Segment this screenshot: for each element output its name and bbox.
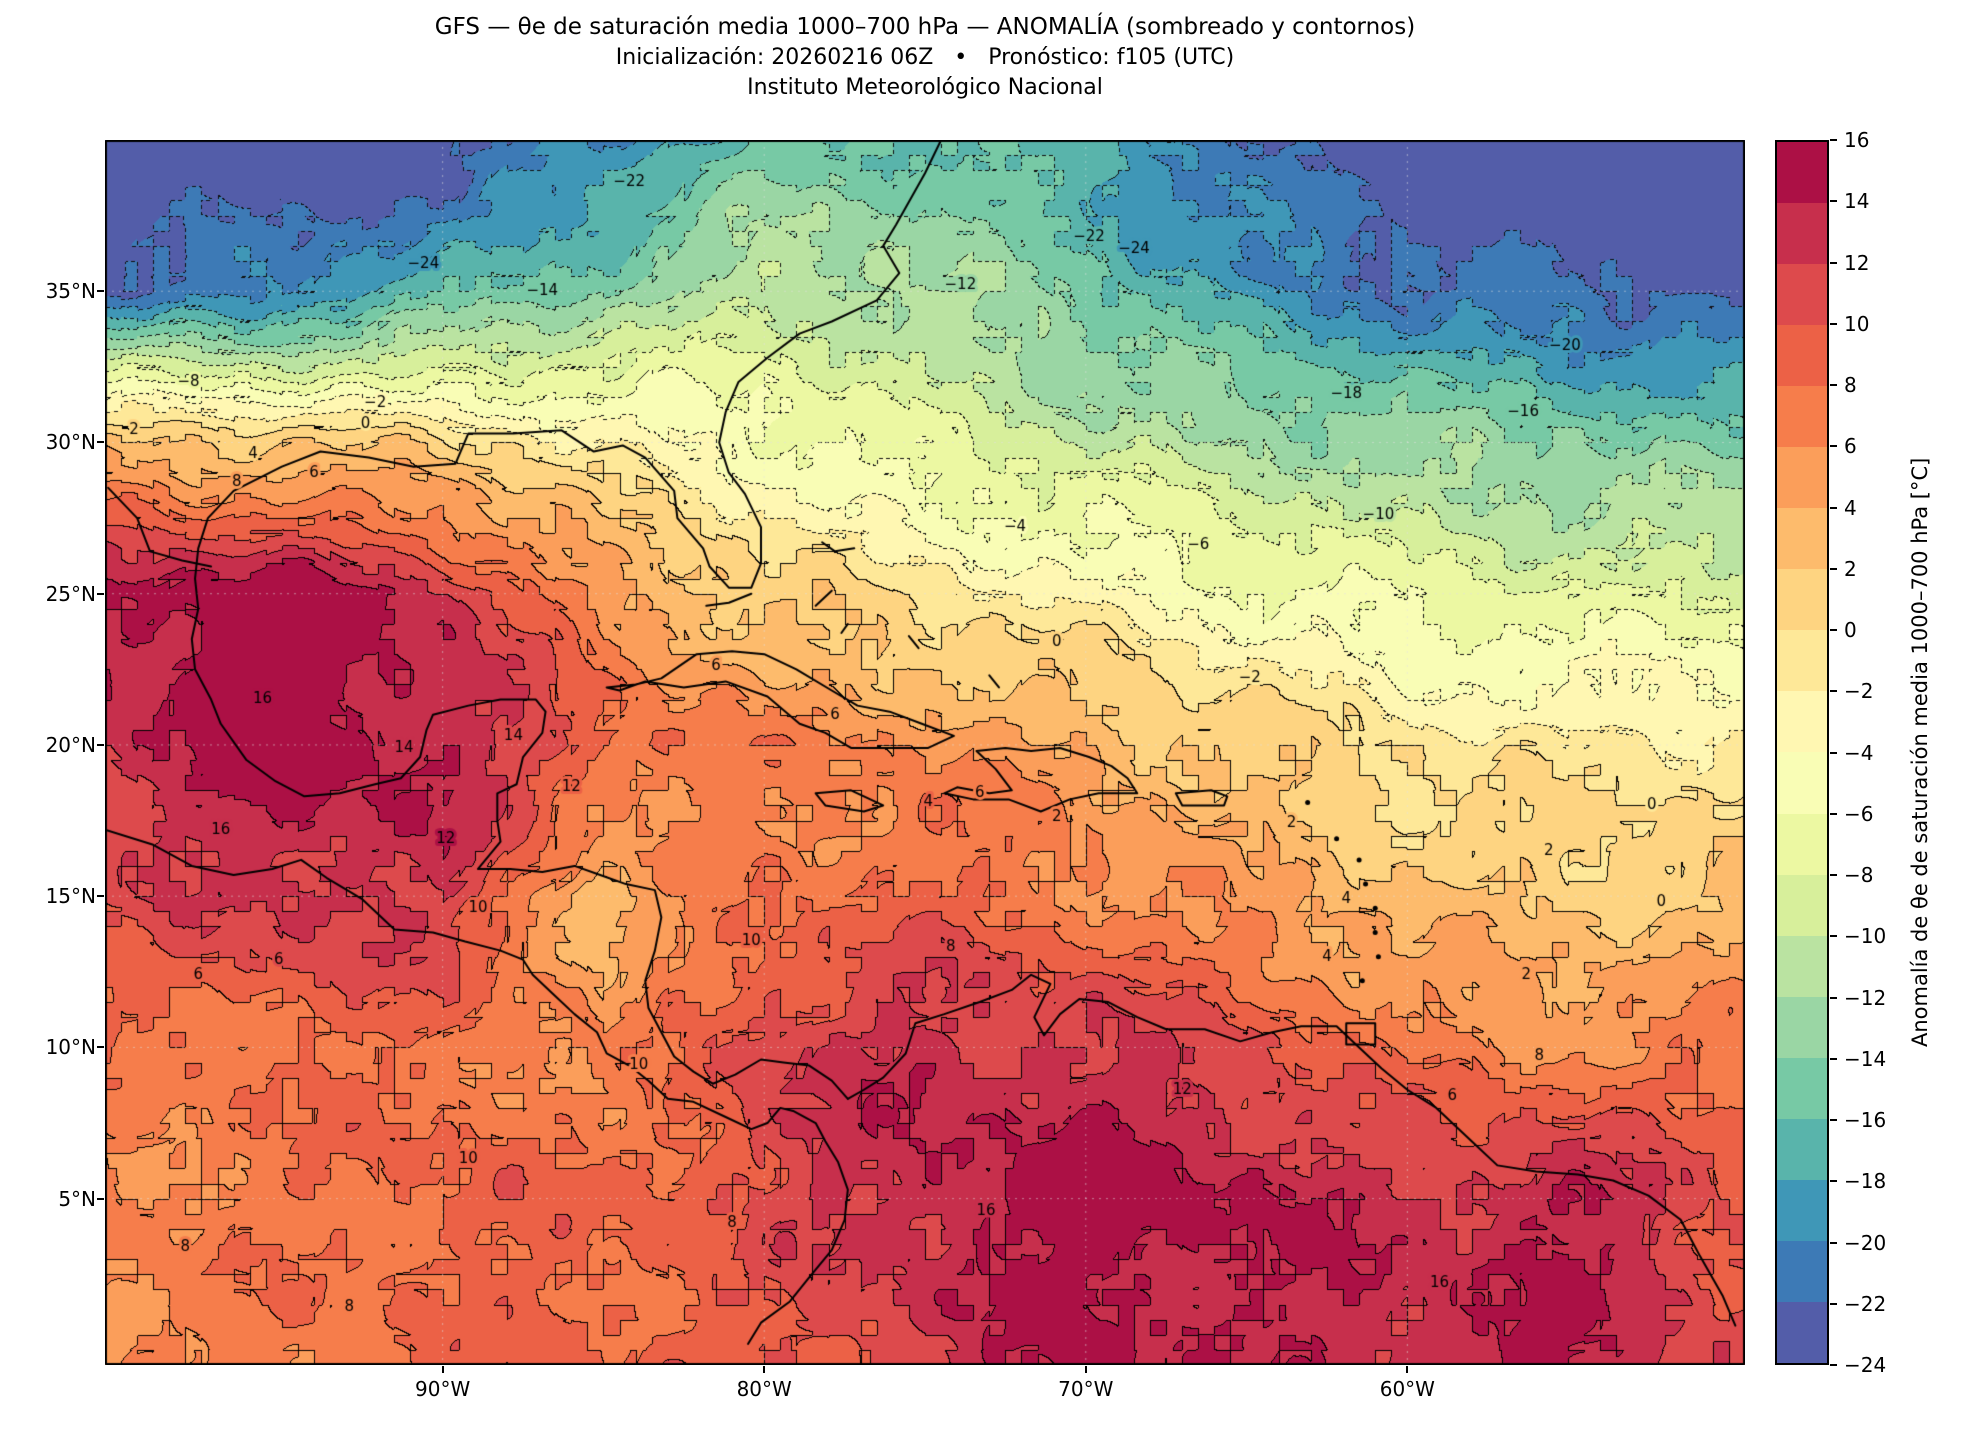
colorbar-tick-mark <box>1830 935 1837 938</box>
colorbar-band <box>1777 142 1827 204</box>
colorbar-tick-label: −22 <box>1844 1291 1887 1316</box>
map-canvas <box>105 140 1745 1365</box>
colorbar-tick-mark <box>1830 139 1837 141</box>
lon-tick-mark <box>763 1366 766 1373</box>
colorbar-tick-mark <box>1830 1241 1837 1244</box>
colorbar-band <box>1777 264 1827 326</box>
colorbar-band <box>1777 874 1827 936</box>
lat-tick-mark <box>97 743 104 746</box>
colorbar-band <box>1777 386 1827 448</box>
lat-tick-label: 30°N <box>45 430 96 455</box>
colorbar-band <box>1777 996 1827 1058</box>
colorbar-band <box>1777 1240 1827 1302</box>
colorbar-tick-mark <box>1830 996 1837 999</box>
colorbar-tick-label: −2 <box>1844 679 1874 704</box>
colorbar-band <box>1777 691 1827 753</box>
colorbar-tick-label: 10 <box>1844 311 1870 336</box>
colorbar-label: Anomalía de θe de saturación media 1000–… <box>1908 457 1932 1048</box>
lat-tick-label: 10°N <box>45 1035 96 1060</box>
colorbar-tick-mark <box>1830 506 1837 509</box>
colorbar-band <box>1777 630 1827 692</box>
colorbar-tick-label: −24 <box>1844 1353 1887 1377</box>
lon-tick-mark <box>1406 1366 1409 1373</box>
colorbar-tick-label: −18 <box>1844 1169 1887 1194</box>
colorbar-tick-label: 0 <box>1844 618 1857 642</box>
colorbar-tick-mark <box>1830 812 1837 815</box>
colorbar-band <box>1777 1118 1827 1180</box>
lon-tick-label: 60°W <box>1379 1377 1435 1401</box>
colorbar-tick-mark <box>1830 1364 1837 1366</box>
lon-tick-label: 90°W <box>415 1377 471 1401</box>
colorbar-tick-label: 6 <box>1844 434 1857 459</box>
lat-tick-mark <box>97 441 104 444</box>
colorbar-band <box>1777 935 1827 997</box>
colorbar-tick-mark <box>1830 1119 1837 1121</box>
lon-tick-label: 70°W <box>1058 1377 1114 1401</box>
colorbar-tick-mark <box>1830 874 1837 876</box>
colorbar-tick-label: −4 <box>1844 740 1874 765</box>
colorbar-band <box>1777 813 1827 875</box>
colorbar-tick-label: −10 <box>1844 924 1887 949</box>
chart-title: GFS — θe de saturación media 1000–700 hP… <box>434 14 1416 40</box>
colorbar-tick-mark <box>1830 1057 1837 1060</box>
colorbar-tick-mark <box>1830 445 1837 448</box>
colorbar-band <box>1777 752 1827 814</box>
lat-tick-label: 20°N <box>45 732 96 757</box>
chart-institution: Instituto Meteorológico Nacional <box>747 75 1103 100</box>
colorbar-band <box>1777 1057 1827 1119</box>
colorbar-tick-mark <box>1830 751 1837 754</box>
colorbar-tick-mark <box>1830 690 1837 693</box>
colorbar-tick-label: 2 <box>1844 556 1857 581</box>
colorbar-band <box>1777 325 1827 387</box>
lat-tick-mark <box>97 592 104 595</box>
lat-tick-mark <box>97 1197 104 1200</box>
colorbar-band <box>1777 1179 1827 1241</box>
colorbar-tick-mark <box>1830 261 1837 264</box>
lon-tick-mark <box>1084 1366 1087 1373</box>
colorbar-tick-label: 16 <box>1844 128 1870 152</box>
lon-tick-mark <box>441 1366 444 1373</box>
colorbar-band <box>1777 1301 1827 1363</box>
lat-tick-label: 15°N <box>45 884 96 909</box>
lat-tick-mark <box>97 895 104 898</box>
colorbar <box>1775 140 1829 1365</box>
colorbar-tick-label: −6 <box>1844 801 1874 826</box>
colorbar-tick-mark <box>1830 1180 1837 1183</box>
lat-tick-label: 5°N <box>58 1186 96 1211</box>
colorbar-tick-mark <box>1830 200 1837 203</box>
colorbar-band <box>1777 203 1827 265</box>
colorbar-band <box>1777 508 1827 570</box>
colorbar-tick-mark <box>1830 567 1837 570</box>
chart-subtitle: Inicialización: 20260216 06Z • Pronóstic… <box>615 45 1235 70</box>
colorbar-tick-label: 4 <box>1844 495 1857 520</box>
colorbar-tick-label: −12 <box>1844 985 1887 1010</box>
colorbar-tick-mark <box>1830 1302 1837 1305</box>
colorbar-tick-mark <box>1830 629 1837 631</box>
colorbar-tick-label: −14 <box>1844 1046 1887 1071</box>
lon-tick-label: 80°W <box>736 1377 792 1401</box>
lat-tick-label: 25°N <box>45 581 96 606</box>
lat-tick-label: 35°N <box>45 279 96 304</box>
colorbar-tick-mark <box>1830 322 1837 325</box>
colorbar-tick-label: 8 <box>1844 373 1857 397</box>
colorbar-tick-label: −8 <box>1844 863 1874 887</box>
colorbar-tick-label: −20 <box>1844 1230 1887 1255</box>
colorbar-band <box>1777 447 1827 509</box>
title-block: GFS — θe de saturación media 1000–700 hP… <box>105 12 1745 103</box>
colorbar-tick-mark <box>1830 384 1837 386</box>
colorbar-tick-label: −16 <box>1844 1108 1887 1132</box>
colorbar-tick-label: 14 <box>1844 189 1870 214</box>
colorbar-band <box>1777 569 1827 631</box>
lat-tick-mark <box>97 290 104 293</box>
colorbar-tick-label: 12 <box>1844 250 1870 275</box>
lat-tick-mark <box>97 1046 104 1049</box>
